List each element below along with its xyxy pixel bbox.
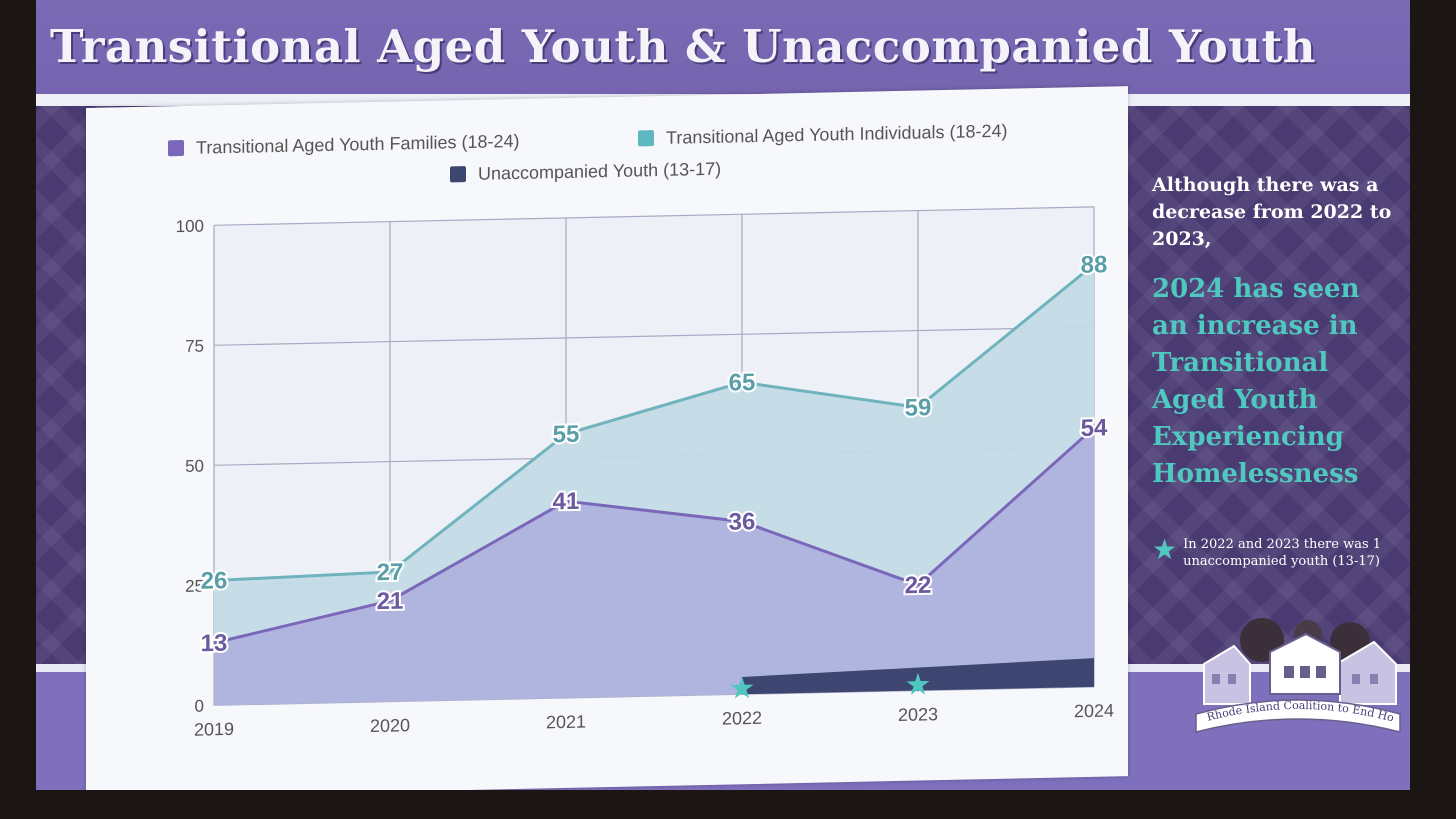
data-label-individuals: 88 (1081, 251, 1108, 279)
area-families (214, 427, 1094, 706)
x-tick-label: 2020 (370, 715, 410, 736)
line-individuals (213, 263, 1095, 583)
presentation-slide: Transitional Aged Youth & Unaccompanied … (36, 0, 1410, 790)
data-label-individuals: 55 (553, 421, 580, 449)
y-tick-label: 100 (176, 217, 204, 237)
legend-label: Transitional Aged Youth Individuals (18-… (666, 121, 1008, 148)
star-icon: ★ (1152, 533, 1178, 566)
star-icon: ★ (905, 668, 932, 702)
y-tick-label: 25 (185, 577, 204, 596)
sidebar-callout: Although there was a decrease from 2022 … (1152, 172, 1392, 493)
legend-swatch (450, 166, 466, 183)
title-bar: Transitional Aged Youth & Unaccompanied … (36, 0, 1410, 106)
star-icon: ★ (729, 672, 756, 706)
data-label-individuals: 26 (201, 567, 228, 595)
data-label-families: 54 (1081, 414, 1108, 442)
x-tick-label: 2021 (546, 712, 586, 733)
legend-swatch (168, 139, 184, 157)
area-chart: 0 25 50 75 100 2019 2020 2021 2022 2023 2024 ★ ★ 26 27… (168, 121, 1114, 740)
data-label-individuals: 59 (905, 394, 932, 422)
data-label-families: 41 (553, 488, 580, 516)
slide-title: Transitional Aged Youth & Unaccompanied … (50, 20, 1316, 73)
y-tick-label: 0 (195, 697, 204, 716)
data-label-families: 13 (201, 630, 228, 658)
chart-panel: 0 25 50 75 100 2019 2020 2021 2022 2023 2024 ★ ★ 26 27… (86, 86, 1128, 790)
line-families (213, 426, 1095, 645)
legend-swatch (638, 130, 654, 147)
y-tick-label: 75 (185, 337, 204, 356)
x-tick-label: 2019 (194, 719, 234, 740)
x-tick-label: 2024 (1074, 700, 1114, 721)
y-tick-label: 50 (185, 457, 204, 476)
coalition-logo: Rhode Island Coalition to End Homelessne… (1190, 612, 1401, 733)
legend-label: Unaccompanied Youth (13-17) (478, 159, 721, 184)
sidebar-emphasis: 2024 has seen an increase in Transitiona… (1152, 274, 1360, 489)
gridline-y-3 (214, 326, 1094, 346)
data-label-families: 21 (377, 588, 404, 616)
sidebar-intro: Although there was a decrease from 2022 … (1152, 174, 1392, 250)
data-label-families: 22 (905, 572, 932, 600)
sidebar-footnote: ★ In 2022 and 2023 there was 1 unaccompa… (1152, 536, 1402, 570)
data-label-individuals: 65 (729, 369, 756, 397)
gridline-y-4 (214, 206, 1094, 226)
x-tick-label: 2023 (898, 704, 938, 725)
footnote-text: In 2022 and 2023 there was 1 unaccompani… (1183, 537, 1382, 569)
data-label-individuals: 27 (377, 559, 404, 587)
x-tick-label: 2022 (722, 708, 762, 729)
data-label-families: 36 (729, 508, 756, 536)
area-unaccompanied (742, 658, 1094, 695)
legend-label: Transitional Aged Youth Families (18-24) (196, 131, 519, 158)
